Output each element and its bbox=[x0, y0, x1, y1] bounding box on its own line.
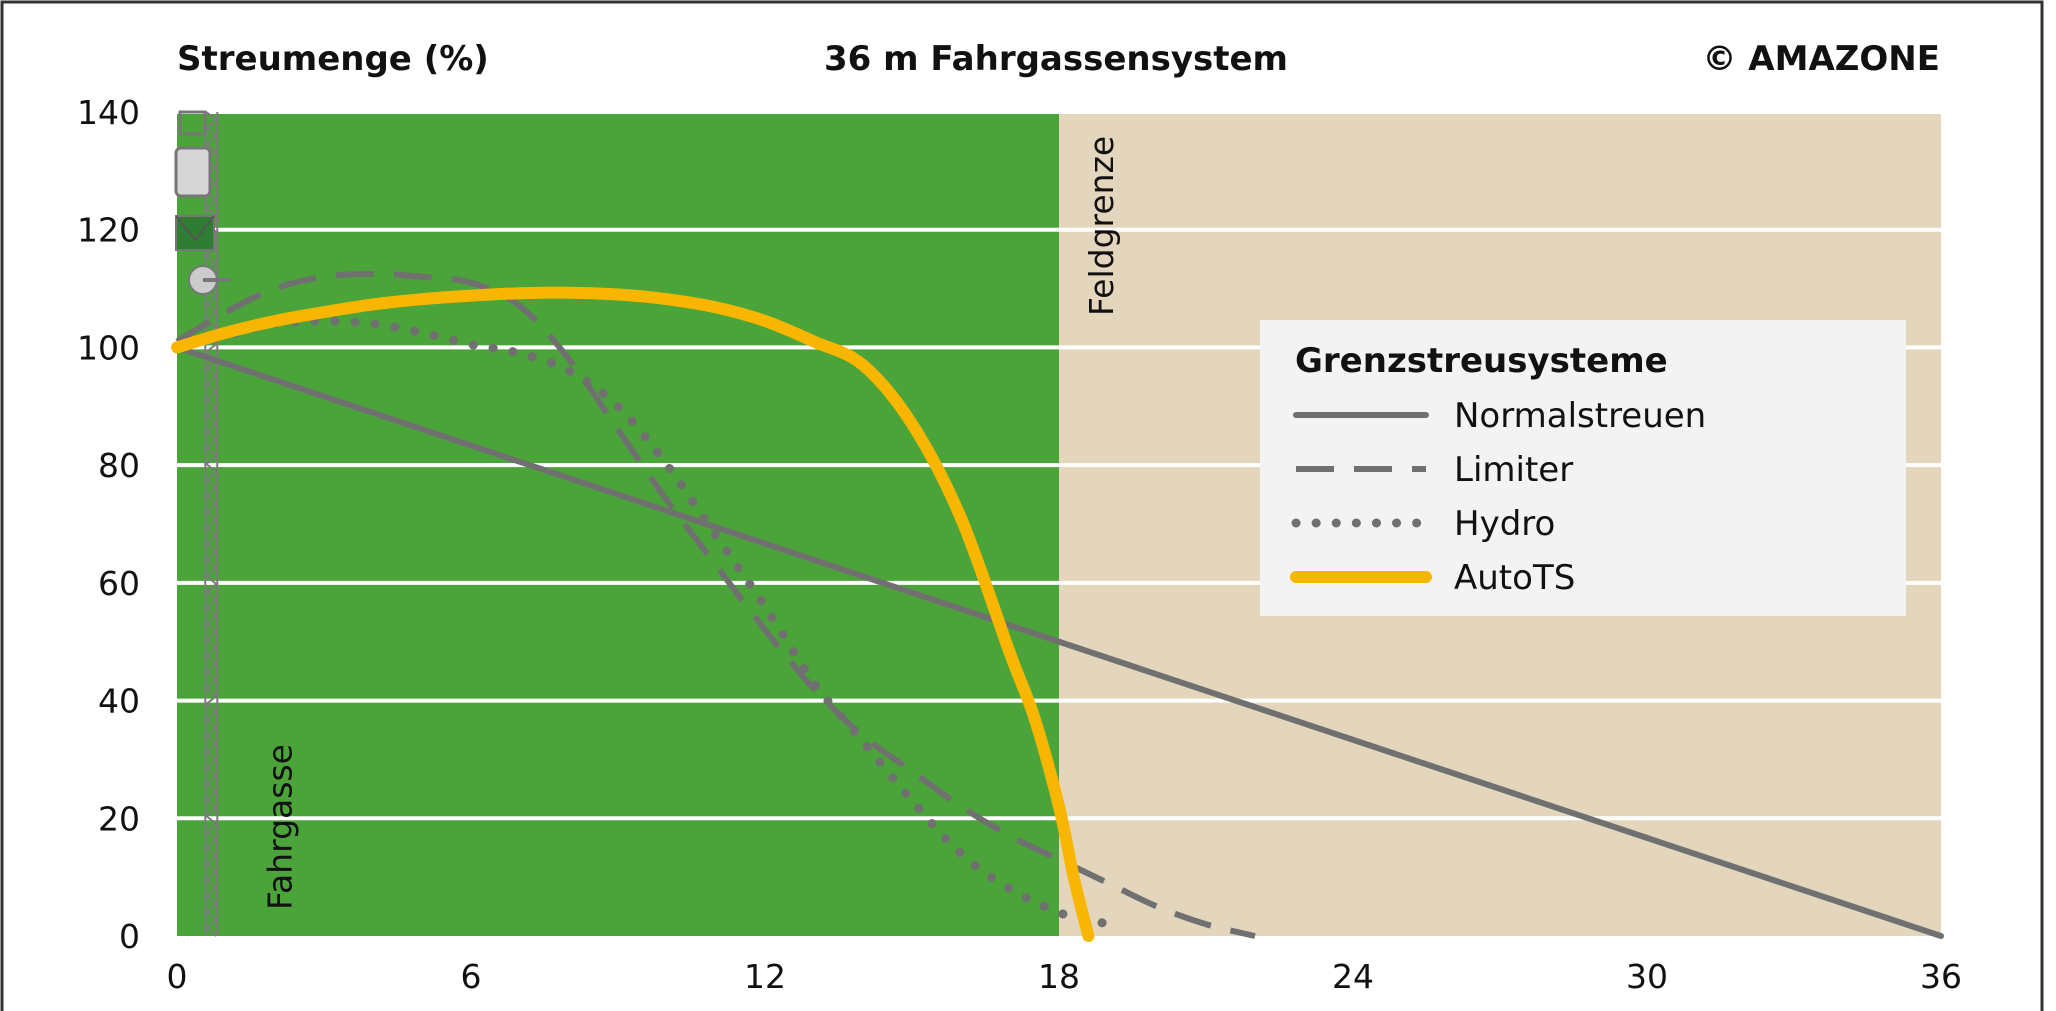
legend-label-hydro: Hydro bbox=[1454, 504, 1555, 544]
x-tick-12: 12 bbox=[744, 957, 786, 996]
legend-items: Normalstreuen Limiter Hydro AutoTS bbox=[1290, 396, 1706, 598]
legend-label-normalstreuen: Normalstreuen bbox=[1454, 396, 1706, 436]
x-tick-36: 36 bbox=[1920, 957, 1962, 996]
x-tick-0: 0 bbox=[167, 957, 188, 996]
y-tick-20: 20 bbox=[98, 799, 140, 838]
y-tick-60: 60 bbox=[98, 564, 140, 603]
spreader-frame-icon bbox=[178, 110, 207, 136]
series-line-limiter bbox=[175, 270, 1256, 939]
y-tick-80: 80 bbox=[98, 446, 140, 485]
series-lines bbox=[171, 270, 1944, 942]
y-tick-120: 120 bbox=[77, 211, 140, 250]
y-axis-label: Streumenge (%) bbox=[177, 39, 489, 79]
y-axis-ticks: 0 20 40 60 80 100 120 140 bbox=[77, 93, 140, 956]
series-line-hydro bbox=[172, 316, 1113, 929]
x-tick-18: 18 bbox=[1038, 957, 1080, 996]
x-axis-ticks: 0 6 12 18 24 30 36 bbox=[167, 957, 1963, 996]
field-boundary-label: Feldgrenze bbox=[1082, 136, 1121, 316]
legend-title: Grenzstreusysteme bbox=[1295, 341, 1668, 381]
field-region bbox=[177, 112, 1059, 936]
spreader-icon bbox=[174, 110, 230, 295]
x-tick-30: 30 bbox=[1626, 957, 1668, 996]
spreader-hopper-icon bbox=[174, 146, 212, 198]
y-tick-0: 0 bbox=[119, 917, 140, 956]
legend-label-limiter: Limiter bbox=[1454, 450, 1573, 490]
copyright-label: © AMAZONE bbox=[1702, 39, 1940, 79]
spreader-funnel-cross-icon bbox=[175, 215, 215, 242]
spreader-funnel-icon bbox=[175, 215, 215, 251]
y-tick-100: 100 bbox=[77, 328, 140, 367]
y-tick-140: 140 bbox=[77, 93, 140, 132]
x-tick-6: 6 bbox=[461, 957, 482, 996]
chart-title: 36 m Fahrgassensystem bbox=[824, 39, 1288, 79]
legend: Grenzstreusysteme Normalstreuen Limiter Hy… bbox=[1260, 320, 1906, 616]
legend-label-autots: AutoTS bbox=[1454, 558, 1575, 598]
tramline-label: Fahrgasse bbox=[260, 744, 299, 910]
x-tick-24: 24 bbox=[1332, 957, 1374, 996]
series-line-normalstreuen bbox=[174, 344, 1944, 939]
y-tick-40: 40 bbox=[98, 682, 140, 721]
series-line-autots bbox=[171, 286, 1095, 942]
